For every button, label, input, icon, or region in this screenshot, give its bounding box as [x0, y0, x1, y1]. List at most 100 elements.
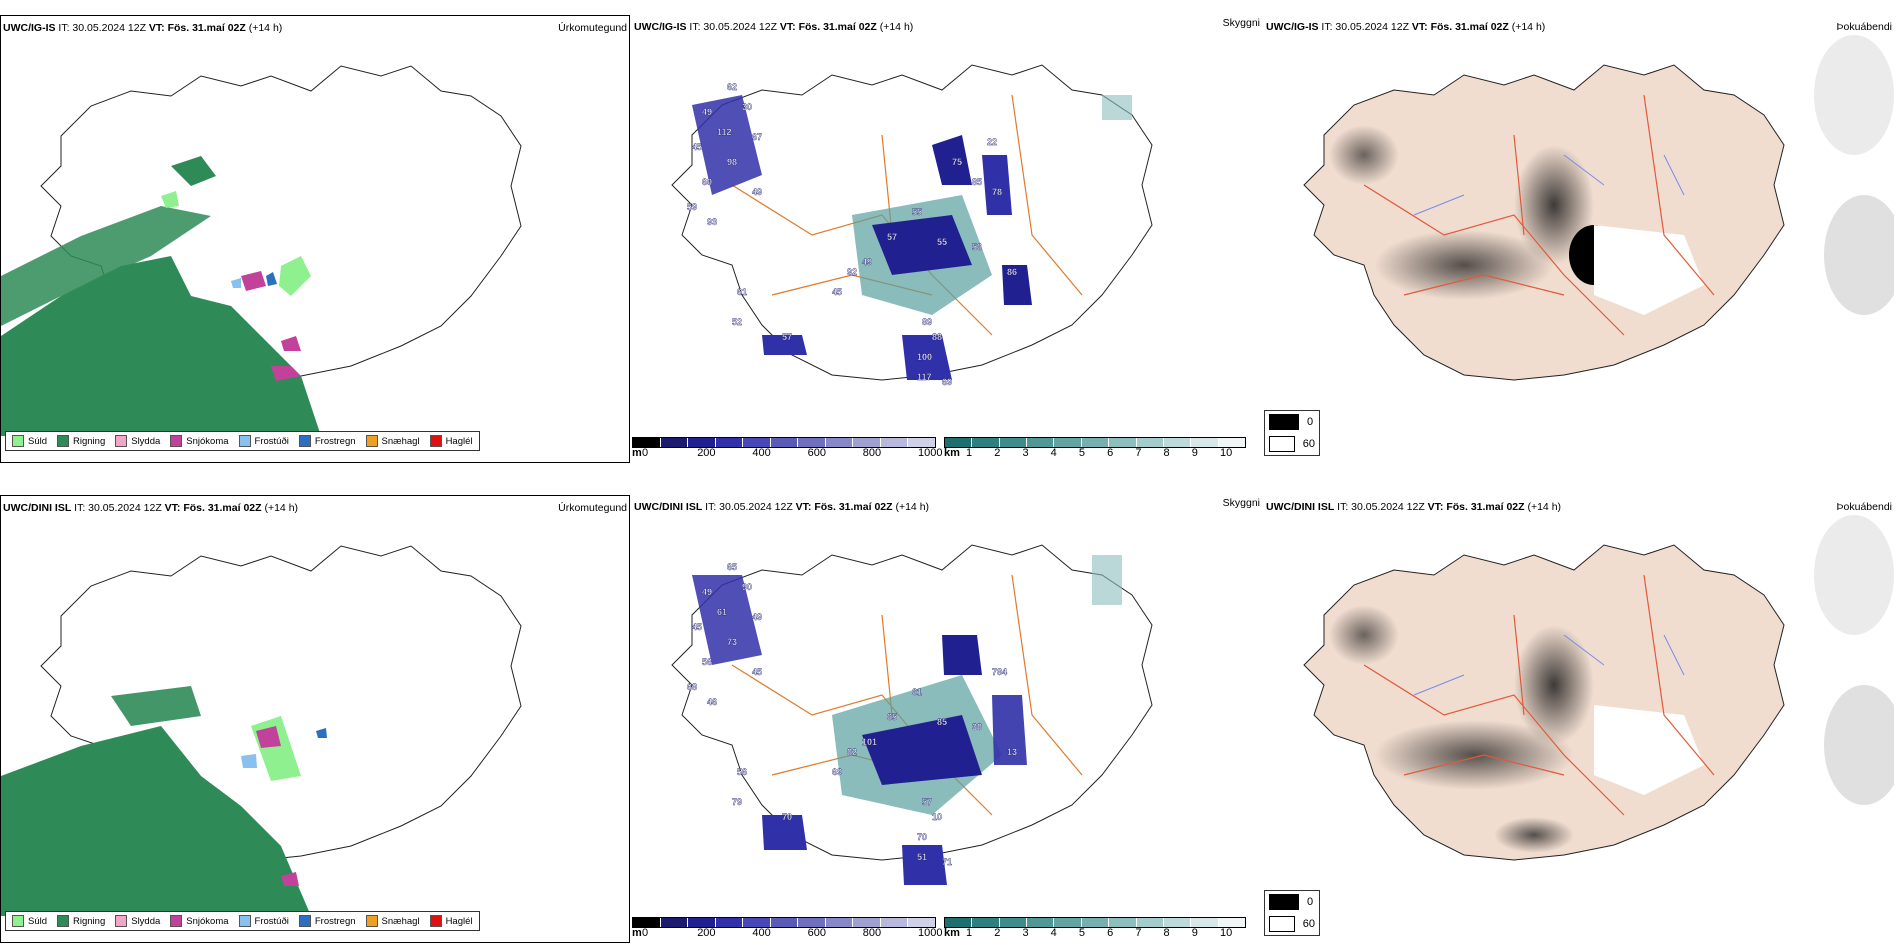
colorbar-segment [743, 438, 771, 447]
visibility-map: 62 49 30 112 67 45 98 60 59 49 93 55 57 49 55 56 78 86 61 5… [671, 64, 1153, 387]
legend-item: Súld [12, 915, 47, 927]
colorbar-tick: 6 [1107, 447, 1114, 459]
colorbar-tick: 1 [966, 447, 973, 459]
colorbar-segment [770, 918, 799, 927]
visibility-value-label: 56 [737, 767, 747, 777]
colorbar-tick: 10 [1220, 447, 1233, 459]
visibility-value-label: 45 [692, 142, 702, 152]
visibility-colorbar [944, 437, 1246, 448]
panel-title: Skyggni [1222, 17, 1260, 29]
visibility-value-label: 89 [922, 317, 932, 327]
legend-item: Frostregn [298, 435, 356, 447]
colorbar-segment [660, 438, 689, 447]
visibility-value-label: 101 [862, 737, 877, 747]
fog-map [1303, 35, 1894, 381]
panel-header: UWC/IG-IS IT: 30.05.2024 12Z VT: Fös. 31… [3, 22, 283, 34]
visibility-value-label: 57 [922, 797, 932, 807]
colorbar-tick: 3 [1022, 927, 1029, 939]
visibility-panel-r2: UWC/DINI ISL IT: 30.05.2024 12Z VT: Fös.… [632, 495, 1262, 943]
colorbar-tick: 5 [1078, 447, 1085, 459]
colorbar-segment [660, 918, 689, 927]
visibility-value-label: 61 [737, 287, 747, 297]
colorbar-segment [770, 438, 799, 447]
visibility-value-label: 90 [742, 582, 752, 592]
colorbar-tick: 1000 [918, 447, 943, 459]
panel-header: UWC/DINI ISL IT: 30.05.2024 12Z VT: Fös.… [634, 501, 930, 513]
visibility-value-label: 57 [887, 232, 897, 242]
legend-item: Súld [12, 435, 47, 447]
colorbar-segment [1081, 918, 1110, 927]
colorbar-segment [945, 438, 973, 447]
visibility-value-label: 46 [707, 697, 717, 707]
visibility-value-label: 69 [942, 377, 952, 387]
visibility-value-label: 73 [727, 637, 737, 647]
colorbar-segment [633, 438, 661, 447]
colorbar-tick: 600 [807, 927, 826, 939]
visibility-value-label: 65 [887, 712, 897, 722]
legend-item: Frostúði [238, 435, 289, 447]
colorbar-segment [853, 918, 881, 927]
fog-legend-item: 60 [1265, 913, 1319, 935]
visibility-value-label: 70 [917, 832, 927, 842]
colorbar-tick: 7 [1135, 447, 1142, 459]
colorbar-tick: 1000 [918, 927, 943, 939]
visibility-value-label: 30 [742, 102, 752, 112]
visibility-value-label: 59 [687, 202, 697, 212]
legend-item: Haglél [429, 915, 473, 927]
visibility-value-label: 61 [717, 607, 727, 617]
colorbar-tick: 2 [994, 927, 1001, 939]
visibility-value-label: 117 [917, 372, 932, 382]
visibility-value-label: 100 [917, 352, 932, 362]
colorbar-segment [1081, 438, 1110, 447]
colorbar-segment [1191, 918, 1219, 927]
panel-header: UWC/DINI ISL IT: 30.05.2024 12Z VT: Fös.… [3, 502, 299, 514]
colorbar-tick: 6 [1107, 927, 1114, 939]
precip-type-legend: Súld Rigning Slydda Snjókoma Frostúði Fr… [5, 431, 480, 451]
visibility-value-label: 45 [692, 622, 702, 632]
visibility-value-label: 75 [952, 157, 962, 167]
visibility-value-label: 784 [992, 667, 1007, 677]
legend-item: Slydda [115, 915, 160, 927]
visibility-value-label: 71 [942, 857, 952, 867]
height-colorbar [632, 437, 936, 448]
visibility-value-label: 13 [1007, 747, 1017, 757]
colorbar-segment [1136, 438, 1164, 447]
visibility-value-label: 93 [707, 217, 717, 227]
colorbar-segment [853, 438, 881, 447]
colorbar-tick: 9 [1191, 927, 1198, 939]
visibility-value-label: 78 [992, 187, 1002, 197]
colorbar-tick: 800 [862, 927, 882, 939]
visibility-value-label: 85 [972, 177, 982, 187]
colorbar-segment [715, 918, 744, 927]
colorbar-segment [798, 918, 826, 927]
visibility-value-label: 45 [832, 287, 842, 297]
legend-item: Snjókoma [170, 915, 229, 927]
visibility-value-label: 38 [972, 722, 982, 732]
colorbar-tick: 9 [1191, 447, 1198, 459]
visibility-value-label: 56 [972, 242, 982, 252]
colorbar-segment [688, 438, 716, 447]
colorbar-tick: 4 [1050, 927, 1057, 939]
visibility-value-label: 57 [782, 332, 792, 342]
colorbar-segment [1163, 918, 1192, 927]
colorbar-segment [825, 438, 854, 447]
height-unit: m [632, 447, 642, 459]
visibility-value-label: 55 [937, 237, 947, 247]
colorbar-tick: 400 [752, 927, 771, 939]
colorbar-segment [1163, 438, 1192, 447]
visibility-value-label: 70 [782, 812, 792, 822]
visibility-value-label: 86 [1007, 267, 1017, 277]
colorbar-segment [1054, 918, 1082, 927]
visibility-value-label: 88 [932, 332, 942, 342]
panel-header: UWC/IG-IS IT: 30.05.2024 12Z VT: Fös. 31… [1266, 21, 1546, 33]
visibility-value-label: 67 [752, 132, 762, 142]
visibility-value-label: 49 [702, 107, 712, 117]
colorbar-segment [1191, 438, 1219, 447]
visibility-value-label: 49 [752, 187, 762, 197]
legend-item: Snæhagl [365, 435, 420, 447]
visibility-value-label: 61 [912, 687, 922, 697]
visibility-value-label: 98 [727, 157, 737, 167]
legend-item: Rigning [57, 435, 105, 447]
fog-index-panel-r1: UWC/IG-IS IT: 30.05.2024 12Z VT: Fös. 31… [1264, 15, 1894, 463]
colorbar-tick: 3 [1022, 447, 1029, 459]
